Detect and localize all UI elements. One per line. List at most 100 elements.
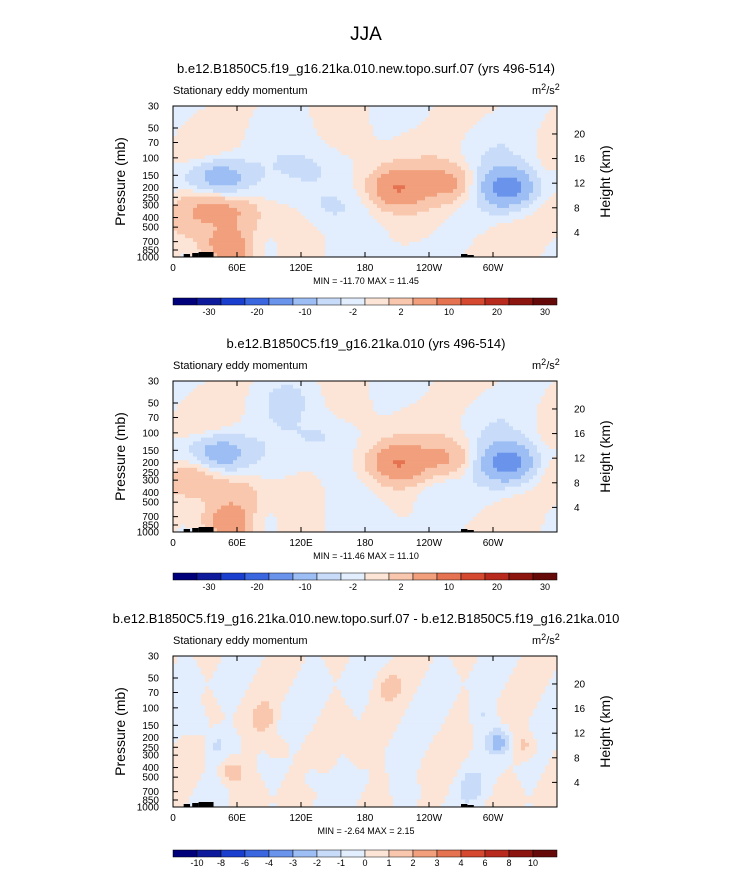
panel-title: b.e12.B1850C5.f19_g16.21ka.010 (yrs 496-…	[227, 336, 506, 351]
field-cell	[213, 192, 218, 197]
field-cell	[385, 219, 390, 224]
field-cell	[425, 392, 430, 397]
field-cell	[457, 249, 462, 254]
field-cell	[553, 177, 558, 182]
field-cell	[357, 253, 362, 258]
field-cell	[513, 147, 518, 152]
field-cell	[489, 234, 494, 239]
field-cell	[293, 155, 298, 160]
field-cell	[433, 170, 438, 175]
field-cell	[489, 388, 494, 393]
field-cell	[461, 143, 466, 148]
field-cell	[353, 211, 358, 216]
field-cell	[277, 124, 282, 130]
field-cell	[241, 403, 246, 408]
field-cell	[201, 392, 206, 397]
field-cell	[481, 147, 486, 152]
field-cell	[521, 128, 526, 133]
field-cell	[437, 173, 442, 179]
field-cell	[241, 177, 246, 182]
field-cell	[277, 185, 282, 190]
field-cell	[461, 249, 466, 254]
field-cell	[417, 238, 422, 243]
field-cell	[233, 173, 238, 179]
field-cell	[349, 158, 354, 164]
field-cell	[301, 147, 306, 152]
field-cell	[517, 407, 522, 412]
field-cell	[245, 181, 250, 186]
field-cell	[321, 128, 326, 133]
field-cell	[261, 215, 266, 220]
field-cell	[181, 106, 186, 111]
field-cell	[197, 407, 202, 412]
field-cell	[269, 117, 274, 122]
field-cell	[457, 121, 462, 126]
field-cell	[533, 136, 538, 141]
field-cell	[349, 173, 354, 179]
field-cell	[481, 192, 486, 197]
field-cell	[433, 136, 438, 141]
field-cell	[173, 223, 178, 228]
field-cell	[493, 403, 498, 408]
field-cell	[257, 196, 262, 201]
field-cell	[413, 117, 418, 122]
field-cell	[461, 155, 466, 160]
field-cell	[245, 407, 250, 412]
field-cell	[433, 219, 438, 224]
field-cell	[409, 121, 414, 126]
field-cell	[277, 196, 282, 201]
field-cell	[385, 121, 390, 126]
field-cell	[537, 226, 542, 231]
field-cell	[381, 136, 386, 141]
field-cell	[201, 132, 206, 137]
field-cell	[545, 219, 550, 224]
field-cell	[433, 192, 438, 197]
field-cell	[313, 226, 318, 231]
field-cell	[421, 249, 426, 254]
field-cell	[349, 245, 354, 250]
field-cell	[301, 192, 306, 197]
field-cell	[273, 226, 278, 231]
field-cell	[489, 147, 494, 152]
field-cell	[489, 166, 494, 171]
field-cell	[373, 181, 378, 186]
field-cell	[377, 226, 382, 231]
field-cell	[321, 388, 326, 393]
field-cell	[509, 113, 514, 118]
field-cell	[413, 396, 418, 401]
field-cell	[533, 128, 538, 133]
field-cell	[513, 253, 518, 258]
field-cell	[377, 189, 382, 194]
field-cell	[257, 211, 262, 216]
field-cell	[529, 124, 534, 130]
field-cell	[241, 249, 246, 254]
field-cell	[521, 392, 526, 397]
field-cell	[389, 223, 394, 228]
field-cell	[205, 223, 210, 228]
field-cell	[181, 155, 186, 160]
field-cell	[497, 200, 502, 205]
field-cell	[433, 396, 438, 401]
field-cell	[333, 207, 338, 213]
field-cell	[221, 132, 226, 137]
field-cell	[313, 124, 318, 130]
field-cell	[421, 121, 426, 126]
field-cell	[401, 414, 406, 420]
field-cell	[205, 177, 210, 182]
field-cell	[381, 189, 386, 194]
field-cell	[285, 196, 290, 201]
field-cell	[281, 124, 286, 130]
field-cell	[253, 158, 258, 164]
field-cell	[233, 117, 238, 122]
field-cell	[429, 414, 434, 420]
field-cell	[473, 162, 478, 167]
field-cell	[241, 396, 246, 401]
field-cell	[381, 185, 386, 190]
field-cell	[181, 226, 186, 231]
field-cell	[213, 245, 218, 250]
field-cell	[281, 253, 286, 258]
field-cell	[445, 132, 450, 137]
field-cell	[293, 223, 298, 228]
field-cell	[541, 155, 546, 160]
field-cell	[533, 223, 538, 228]
